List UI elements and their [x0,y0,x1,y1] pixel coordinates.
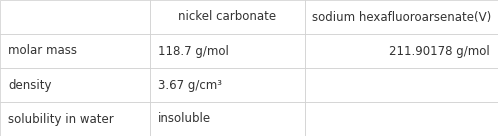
Bar [150,0,305,34]
Text: solubility in water: solubility in water [8,112,114,126]
Text: sodium hexafluoroarsenate(V): sodium hexafluoroarsenate(V) [312,10,491,24]
Text: molar mass: molar mass [8,44,77,58]
Text: 118.7 g/mol: 118.7 g/mol [158,44,229,58]
Bar [305,68,498,102]
Bar [305,34,498,68]
Bar [305,102,498,136]
Text: 3.67 g/cm³: 3.67 g/cm³ [158,78,222,92]
Bar [0,68,150,102]
Text: insoluble: insoluble [158,112,211,126]
Bar [150,102,305,136]
Bar [150,68,305,102]
Bar [150,34,305,68]
Text: 211.90178 g/mol: 211.90178 g/mol [389,44,490,58]
Bar [0,0,150,34]
Bar [0,102,150,136]
Text: density: density [8,78,51,92]
Bar [305,0,498,34]
Bar [0,34,150,68]
Text: nickel carbonate: nickel carbonate [178,10,276,24]
